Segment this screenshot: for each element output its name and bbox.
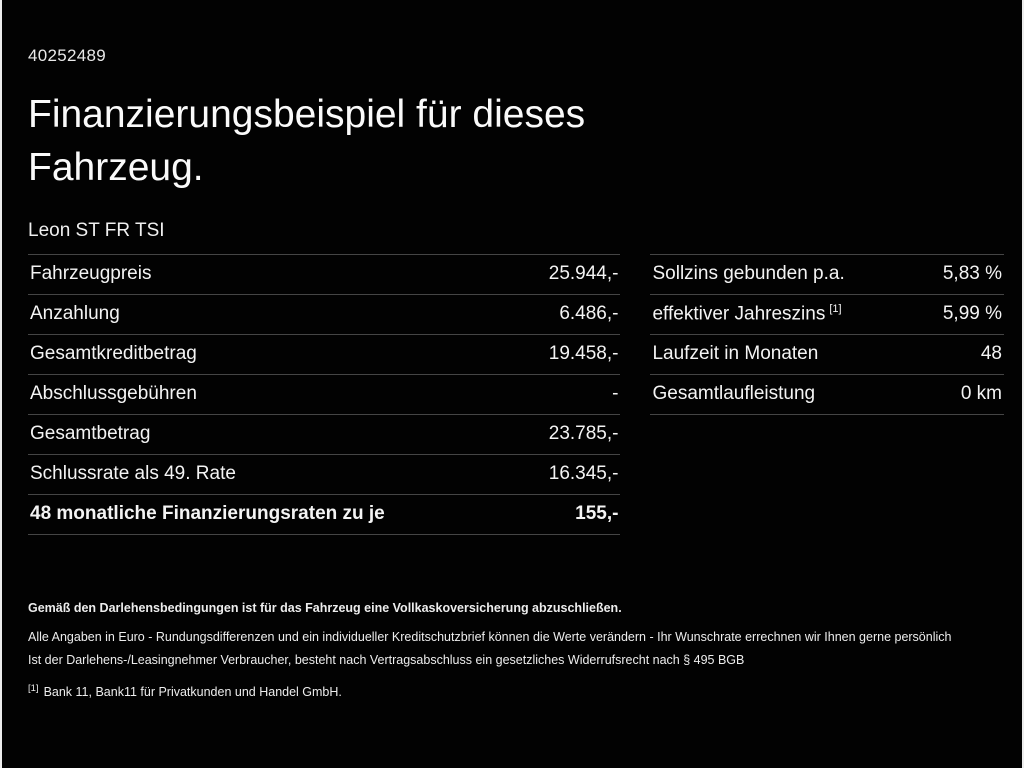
row-value: 23.785,- (548, 423, 619, 444)
page-content: 40252489 Finanzierungsbeispiel für diese… (2, 0, 1022, 535)
row-value: 16.345,- (548, 463, 619, 484)
row-value: 19.458,- (548, 343, 619, 364)
table-row-gesamtbetrag: Gesamtbetrag 23.785,- (28, 414, 621, 454)
row-label: Gesamtkreditbetrag (30, 343, 197, 364)
table-row-schlussrate: Schlussrate als 49. Rate 16.345,- (28, 454, 621, 494)
row-value: 155,- (575, 503, 619, 524)
row-label: Schlussrate als 49. Rate (30, 463, 236, 484)
row-value: 5,99 % (942, 303, 1002, 325)
table-row-gesamtlaufleistung: Gesamtlaufleistung 0 km (650, 374, 1004, 416)
row-label-text: Gesamtlaufleistung (652, 383, 816, 405)
row-label: 48 monatliche Finanzierungsraten zu je (30, 503, 385, 524)
footnote-insurance: Gemäß den Darlehensbedingungen ist für d… (28, 601, 622, 615)
row-label: Anzahlung (30, 303, 120, 324)
row-value: 6.486,- (559, 303, 619, 324)
row-value: 5,83 % (942, 263, 1002, 284)
page-title: Finanzierungsbeispiel für dieses Fahrzeu… (28, 88, 1004, 194)
row-label: Fahrzeugpreis (30, 263, 152, 284)
footnote-bank-text: Bank 11, Bank11 für Privatkunden und Han… (43, 685, 342, 700)
footnotes: Gemäß den Darlehensbedingungen ist für d… (28, 597, 996, 704)
footnote-widerrufsrecht: Ist der Darlehens-/Leasingnehmer Verbrau… (28, 653, 745, 667)
financing-table-right: Sollzins gebunden p.a. 5,83 % effektiver… (650, 254, 1004, 416)
table-row-monatsrate: 48 monatliche Finanzierungsraten zu je 1… (28, 494, 621, 535)
row-label: Gesamtbetrag (30, 423, 151, 444)
row-label: Laufzeit in Monaten (652, 343, 818, 365)
row-label-text: Sollzins gebunden p.a. (652, 263, 845, 284)
row-value: 25.944,- (548, 263, 619, 284)
row-label: Sollzins gebunden p.a. (652, 263, 844, 285)
row-label-text: Laufzeit in Monaten (652, 343, 819, 365)
row-value: 48 (980, 343, 1002, 365)
footnote-bank-marker: [1] (28, 683, 39, 694)
row-value: 0 km (960, 383, 1002, 405)
footnote-disclaimer: Alle Angaben in Euro - Rundungsdifferenz… (28, 630, 952, 644)
financing-tables: Fahrzeugpreis 25.944,- Anzahlung 6.486,-… (28, 254, 1004, 535)
table-row-gesamtkreditbetrag: Gesamtkreditbetrag 19.458,- (28, 334, 621, 374)
page-title-line-2: Fahrzeug. (28, 146, 204, 189)
financing-table-left: Fahrzeugpreis 25.944,- Anzahlung 6.486,-… (28, 254, 621, 535)
table-row-abschlussgebuehren: Abschlussgebühren - (28, 374, 621, 414)
row-label: Gesamtlaufleistung (652, 383, 815, 405)
table-row-sollzins: Sollzins gebunden p.a. 5,83 % (650, 254, 1004, 294)
page-title-line-1: Finanzierungsbeispiel für dieses (28, 93, 586, 136)
row-value: - (612, 383, 619, 404)
offer-id: 40252489 (28, 46, 107, 65)
row-label: Abschlussgebühren (30, 383, 197, 404)
vehicle-model: Leon ST FR TSI (28, 220, 165, 241)
footnote-bank: [1] Bank 11, Bank11 für Privatkunden und … (28, 677, 996, 704)
row-label-text: effektiver Jahreszins (652, 303, 826, 325)
table-row-fahrzeugpreis: Fahrzeugpreis 25.944,- (28, 254, 621, 294)
table-row-laufzeit: Laufzeit in Monaten 48 (650, 334, 1004, 374)
table-row-effektiver-jahreszins: effektiver Jahreszins [1] 5,99 % (650, 294, 1004, 334)
table-row-anzahlung: Anzahlung 6.486,- (28, 294, 621, 334)
row-label: effektiver Jahreszins [1] (652, 303, 841, 325)
footnote-marker: [1] (829, 303, 842, 315)
